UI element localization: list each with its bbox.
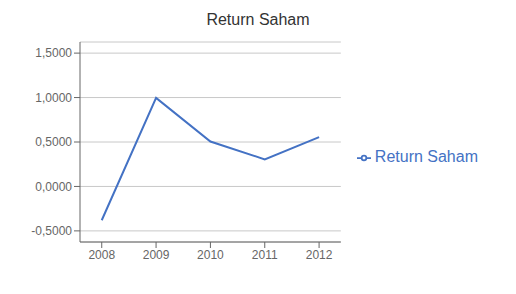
svg-text:0,5000: 0,5000: [35, 135, 72, 149]
svg-text:2011: 2011: [252, 248, 278, 262]
svg-text:-0,5000: -0,5000: [31, 224, 72, 238]
html-text:Return Saham: Return Saham: [374, 148, 478, 165]
html-text:Return Saham: Return Saham: [206, 11, 310, 28]
svg-text:2012: 2012: [306, 248, 333, 262]
svg-text:2009: 2009: [143, 248, 170, 262]
svg-text:0,0000: 0,0000: [35, 180, 72, 194]
svg-text:2008: 2008: [88, 248, 115, 262]
svg-text:1,0000: 1,0000: [35, 91, 72, 105]
svg-text:1,5000: 1,5000: [35, 46, 72, 60]
svg-text:2010: 2010: [197, 248, 224, 262]
